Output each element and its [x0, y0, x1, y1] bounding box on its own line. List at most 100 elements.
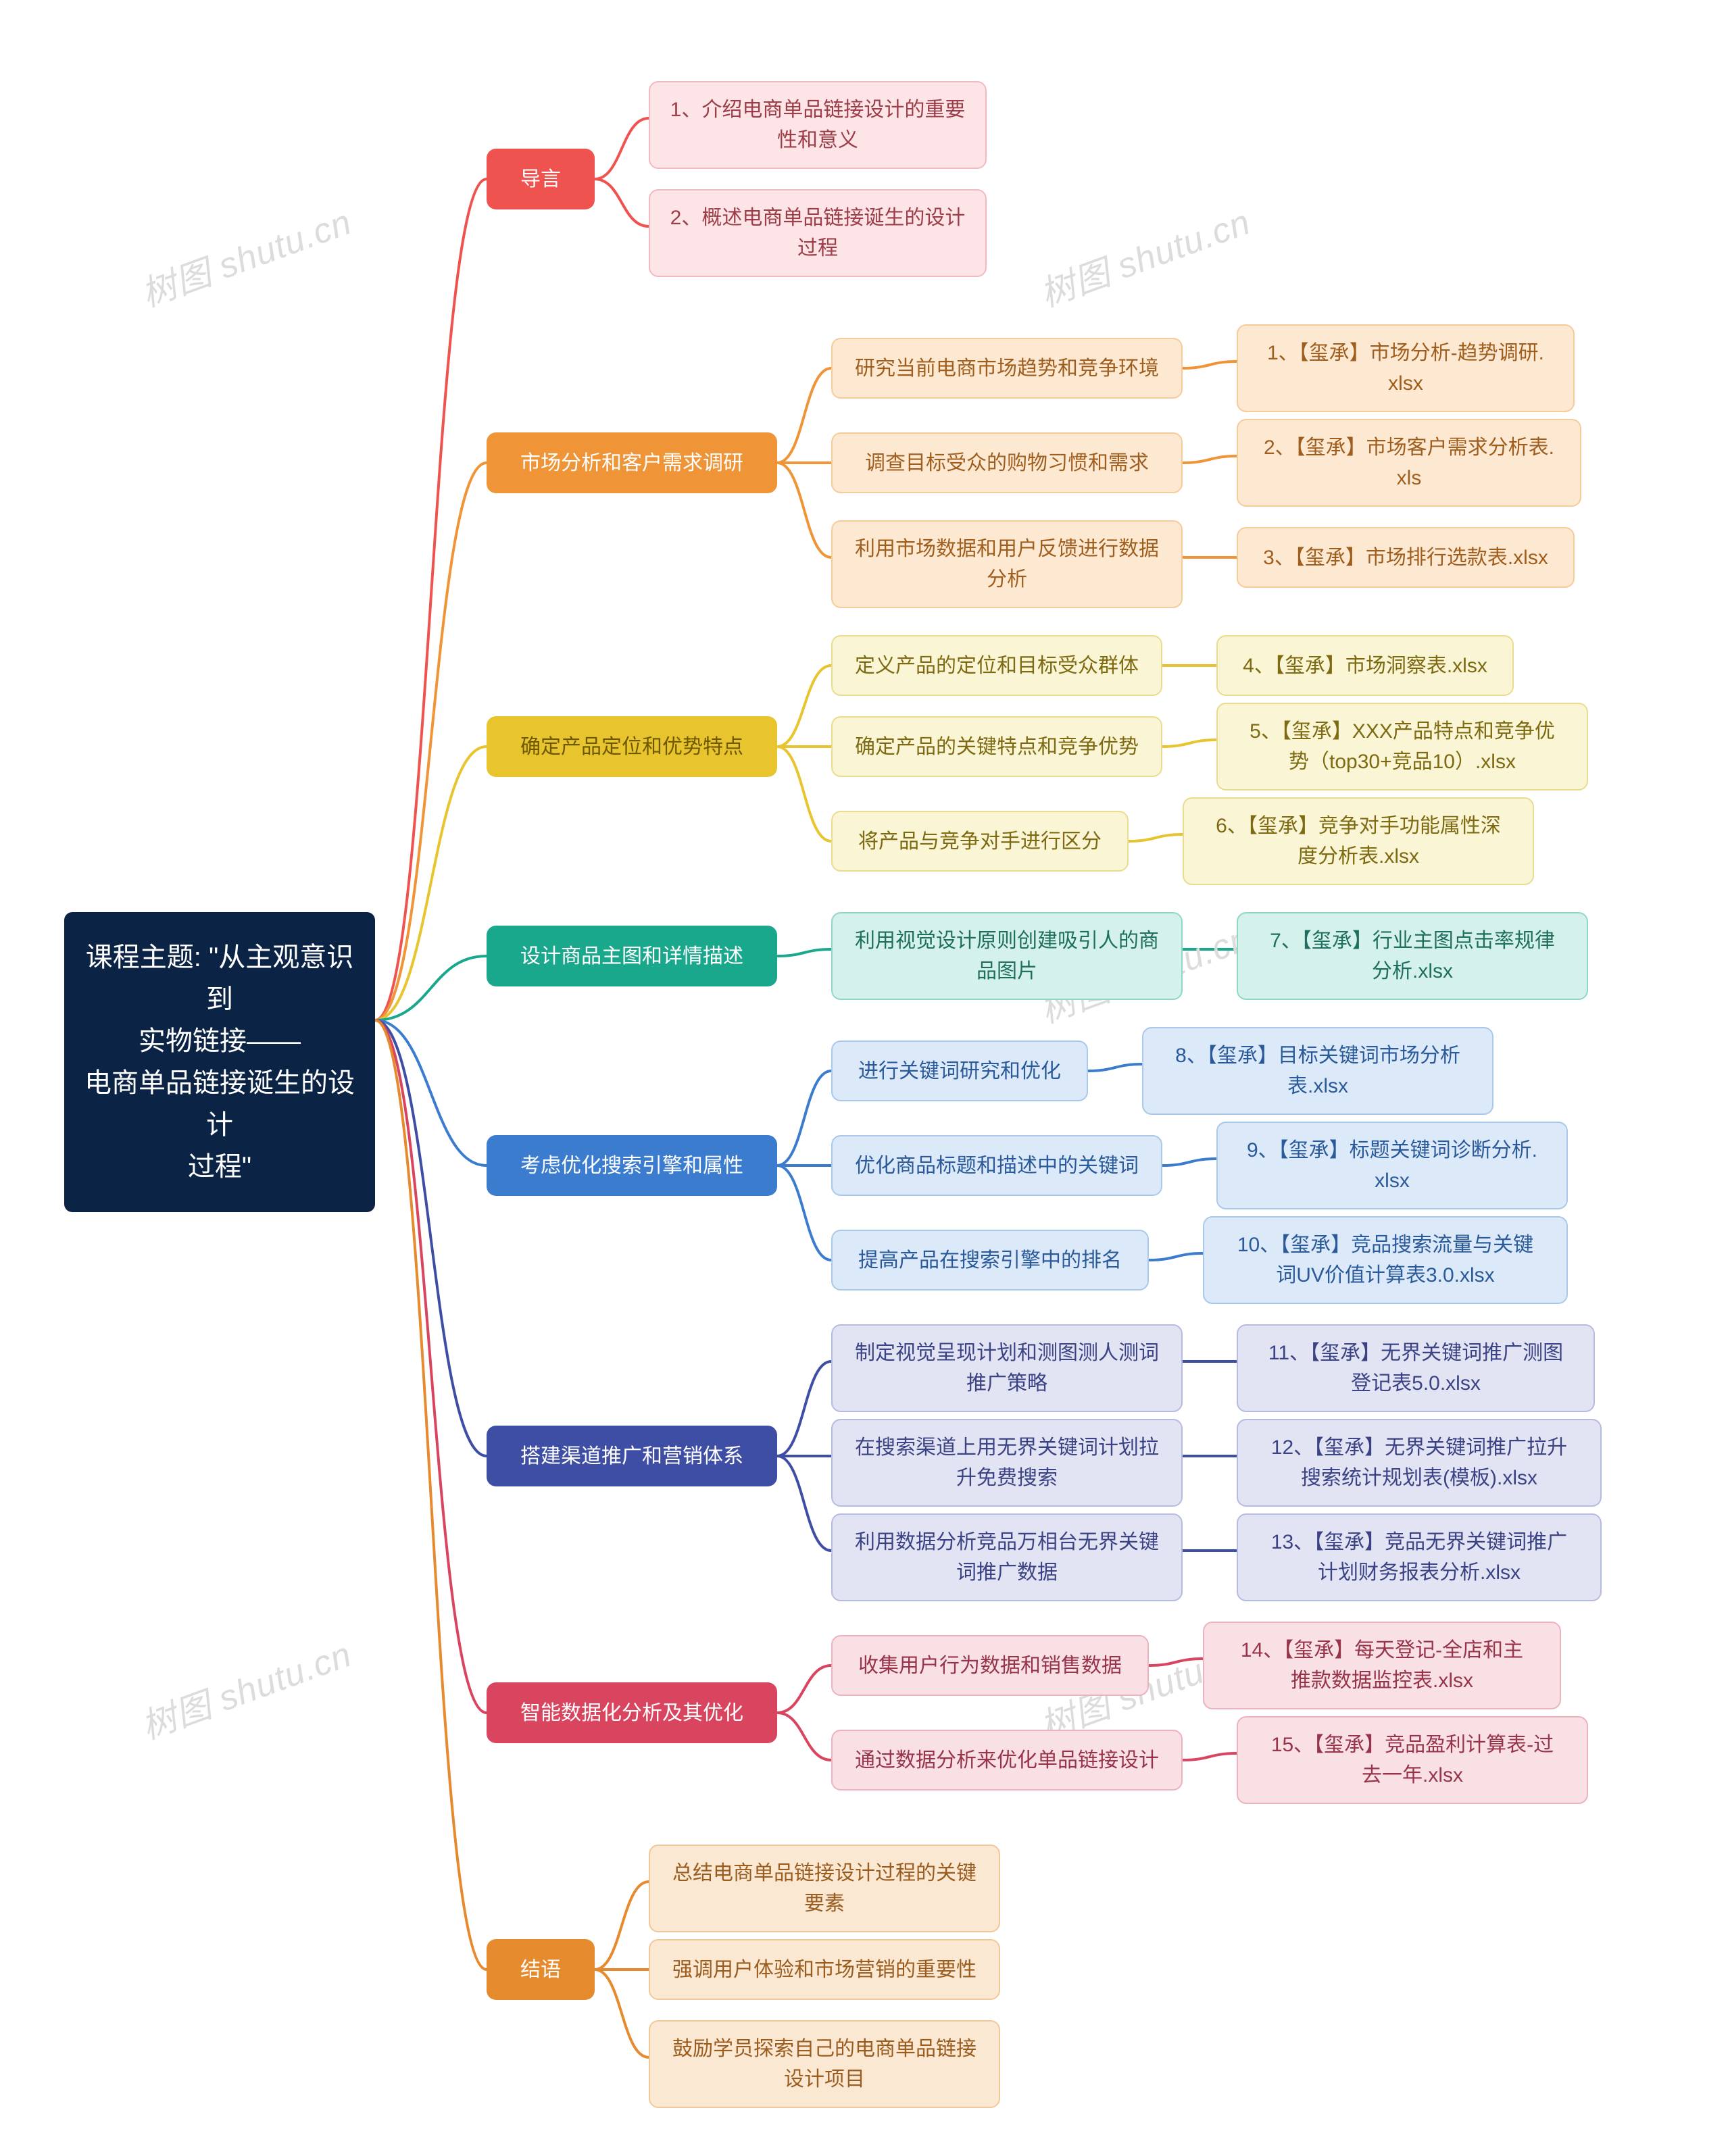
branch-b8-child-1-label: 强调用户体验和市场营销的重要性 — [672, 1955, 977, 1985]
connector — [777, 666, 831, 747]
connector — [1149, 1253, 1203, 1260]
branch-b3-child-2-label: 将产品与竞争对手进行区分 — [858, 826, 1102, 857]
branch-b5[interactable]: 考虑优化搜索引擎和属性 — [487, 1135, 777, 1196]
branch-b6-child-2[interactable]: 利用数据分析竞品万相台无界关键 词推广数据 — [831, 1513, 1183, 1601]
connector — [375, 747, 487, 1020]
branch-b8-child-0-label: 总结电商单品链接设计过程的关键 要素 — [672, 1858, 977, 1919]
branch-b5-child-0-label: 进行关键词研究和优化 — [858, 1056, 1061, 1086]
connector — [375, 179, 487, 1020]
connector — [777, 1361, 831, 1456]
branch-b5-label: 考虑优化搜索引擎和属性 — [520, 1151, 743, 1181]
connector — [595, 1882, 649, 1970]
branch-b8[interactable]: 结语 — [487, 1939, 595, 2000]
branch-b6-child-1[interactable]: 在搜索渠道上用无界关键词计划拉 升免费搜索 — [831, 1419, 1183, 1507]
branch-b5-leaf-0[interactable]: 8、【玺承】目标关键词市场分析 表.xlsx — [1142, 1027, 1493, 1115]
branch-b8-child-2[interactable]: 鼓励学员探索自己的电商单品链接 设计项目 — [649, 2020, 1000, 2108]
branch-b3-leaf-0[interactable]: 4、【玺承】市场洞察表.xlsx — [1216, 635, 1514, 696]
branch-b6[interactable]: 搭建渠道推广和营销体系 — [487, 1426, 777, 1486]
branch-b6-leaf-1[interactable]: 12、【玺承】无界关键词推广拉升 搜索统计规划表(模板).xlsx — [1237, 1419, 1602, 1507]
branch-b5-leaf-2-label: 10、【玺承】竞品搜索流量与关键 词UV价值计算表3.0.xlsx — [1237, 1230, 1533, 1290]
branch-b3-child-0[interactable]: 定义产品的定位和目标受众群体 — [831, 635, 1162, 696]
connector — [1162, 740, 1216, 747]
branch-b6-leaf-0[interactable]: 11、【玺承】无界关键词推广测图 登记表5.0.xlsx — [1237, 1324, 1595, 1412]
connector — [375, 463, 487, 1020]
branch-b6-leaf-1-label: 12、【玺承】无界关键词推广拉升 搜索统计规划表(模板).xlsx — [1271, 1432, 1567, 1493]
watermark: 树图 shutu.cn — [1032, 194, 1256, 317]
watermark: 树图 shutu.cn — [133, 194, 357, 317]
connector — [375, 1020, 487, 1970]
branch-b2[interactable]: 市场分析和客户需求调研 — [487, 432, 777, 493]
branch-b3-child-1-label: 确定产品的关键特点和竞争优势 — [855, 732, 1139, 762]
connector — [1183, 456, 1237, 463]
branch-b5-child-1-label: 优化商品标题和描述中的关键词 — [855, 1151, 1139, 1181]
branch-b5-child-2[interactable]: 提高产品在搜索引擎中的排名 — [831, 1230, 1149, 1290]
branch-b6-label: 搭建渠道推广和营销体系 — [520, 1441, 743, 1472]
branch-b6-leaf-0-label: 11、【玺承】无界关键词推广测图 登记表5.0.xlsx — [1268, 1338, 1563, 1399]
branch-b7-child-1[interactable]: 通过数据分析来优化单品链接设计 — [831, 1730, 1183, 1790]
branch-b2-leaf-0[interactable]: 1、【玺承】市场分析-趋势调研. xlsx — [1237, 324, 1575, 412]
connector — [375, 1020, 487, 1456]
connector — [777, 1456, 831, 1551]
branch-b6-child-2-label: 利用数据分析竞品万相台无界关键 词推广数据 — [855, 1527, 1159, 1588]
root-node[interactable]: 课程主题: "从主观意识到 实物链接—— 电商单品链接诞生的设计 过程" — [64, 912, 375, 1212]
branch-b2-child-1[interactable]: 调查目标受众的购物习惯和需求 — [831, 432, 1183, 493]
branch-b5-leaf-1[interactable]: 9、【玺承】标题关键词诊断分析. xlsx — [1216, 1122, 1568, 1209]
branch-b2-label: 市场分析和客户需求调研 — [520, 448, 743, 478]
branch-b7-leaf-0[interactable]: 14、【玺承】每天登记-全店和主 推款数据监控表.xlsx — [1203, 1622, 1561, 1709]
root-node-label: 课程主题: "从主观意识到 实物链接—— 电商单品链接诞生的设计 过程" — [84, 936, 355, 1188]
branch-b5-leaf-1-label: 9、【玺承】标题关键词诊断分析. xlsx — [1247, 1135, 1537, 1196]
branch-b5-child-2-label: 提高产品在搜索引擎中的排名 — [858, 1245, 1122, 1276]
branch-b1-child-0[interactable]: 1、介绍电商单品链接设计的重要 性和意义 — [649, 81, 987, 169]
branch-b3-child-0-label: 定义产品的定位和目标受众群体 — [855, 651, 1139, 681]
branch-b1[interactable]: 导言 — [487, 149, 595, 209]
branch-b7-child-1-label: 通过数据分析来优化单品链接设计 — [855, 1745, 1159, 1776]
branch-b6-child-1-label: 在搜索渠道上用无界关键词计划拉 升免费搜索 — [855, 1432, 1159, 1493]
branch-b7-leaf-0-label: 14、【玺承】每天登记-全店和主 推款数据监控表.xlsx — [1241, 1635, 1523, 1696]
branch-b7-label: 智能数据化分析及其优化 — [520, 1698, 743, 1728]
branch-b4[interactable]: 设计商品主图和详情描述 — [487, 926, 777, 986]
branch-b2-child-1-label: 调查目标受众的购物习惯和需求 — [865, 448, 1149, 478]
branch-b8-child-0[interactable]: 总结电商单品链接设计过程的关键 要素 — [649, 1845, 1000, 1932]
branch-b7-leaf-1-label: 15、【玺承】竞品盈利计算表-过 去一年.xlsx — [1271, 1730, 1554, 1790]
branch-b8-label: 结语 — [520, 1955, 561, 1985]
branch-b6-child-0[interactable]: 制定视觉呈现计划和测图测人测词 推广策略 — [831, 1324, 1183, 1412]
watermark: 树图 shutu.cn — [133, 1626, 357, 1749]
branch-b7[interactable]: 智能数据化分析及其优化 — [487, 1682, 777, 1743]
branch-b3-leaf-1[interactable]: 5、【玺承】XXX产品特点和竞争优 势（top30+竞品10）.xlsx — [1216, 703, 1588, 791]
branch-b2-child-2[interactable]: 利用市场数据和用户反馈进行数据 分析 — [831, 520, 1183, 608]
branch-b5-leaf-2[interactable]: 10、【玺承】竞品搜索流量与关键 词UV价值计算表3.0.xlsx — [1203, 1216, 1568, 1304]
branch-b4-leaf-0[interactable]: 7、【玺承】行业主图点击率规律 分析.xlsx — [1237, 912, 1588, 1000]
branch-b3-child-2[interactable]: 将产品与竞争对手进行区分 — [831, 811, 1129, 872]
branch-b2-leaf-1[interactable]: 2、【玺承】市场客户需求分析表. xls — [1237, 419, 1581, 507]
branch-b4-leaf-0-label: 7、【玺承】行业主图点击率规律 分析.xlsx — [1270, 926, 1555, 986]
connector — [777, 1165, 831, 1260]
branch-b1-child-1[interactable]: 2、概述电商单品链接诞生的设计 过程 — [649, 189, 987, 277]
branch-b3-leaf-2[interactable]: 6、【玺承】竞争对手功能属性深 度分析表.xlsx — [1183, 797, 1534, 885]
connector — [595, 118, 649, 179]
branch-b7-child-0-label: 收集用户行为数据和销售数据 — [858, 1651, 1122, 1681]
branch-b3-child-1[interactable]: 确定产品的关键特点和竞争优势 — [831, 716, 1162, 777]
connector — [1183, 1753, 1237, 1760]
branch-b2-leaf-1-label: 2、【玺承】市场客户需求分析表. xls — [1264, 432, 1554, 493]
branch-b2-child-0[interactable]: 研究当前电商市场趋势和竞争环境 — [831, 338, 1183, 399]
connector — [777, 747, 831, 841]
mindmap-canvas: 树图 shutu.cn树图 shutu.cn树图 shutu.cn树图 shut… — [0, 0, 1730, 2156]
connector — [1162, 1159, 1216, 1165]
branch-b7-leaf-1[interactable]: 15、【玺承】竞品盈利计算表-过 去一年.xlsx — [1237, 1716, 1588, 1804]
connector — [375, 1020, 487, 1165]
branch-b2-leaf-2-label: 3、【玺承】市场排行选款表.xlsx — [1263, 543, 1548, 573]
branch-b8-child-2-label: 鼓励学员探索自己的电商单品链接 设计项目 — [672, 2034, 977, 2095]
branch-b6-child-0-label: 制定视觉呈现计划和测图测人测词 推广策略 — [855, 1338, 1159, 1399]
connector — [375, 956, 487, 1020]
branch-b2-leaf-2[interactable]: 3、【玺承】市场排行选款表.xlsx — [1237, 527, 1575, 588]
connector — [1088, 1064, 1142, 1071]
branch-b5-child-1[interactable]: 优化商品标题和描述中的关键词 — [831, 1135, 1162, 1196]
branch-b4-child-0[interactable]: 利用视觉设计原则创建吸引人的商 品图片 — [831, 912, 1183, 1000]
branch-b8-child-1[interactable]: 强调用户体验和市场营销的重要性 — [649, 1939, 1000, 2000]
branch-b6-leaf-2-label: 13、【玺承】竞品无界关键词推广 计划财务报表分析.xlsx — [1271, 1527, 1567, 1588]
branch-b7-child-0[interactable]: 收集用户行为数据和销售数据 — [831, 1635, 1149, 1696]
branch-b6-leaf-2[interactable]: 13、【玺承】竞品无界关键词推广 计划财务报表分析.xlsx — [1237, 1513, 1602, 1601]
branch-b5-child-0[interactable]: 进行关键词研究和优化 — [831, 1041, 1088, 1101]
branch-b3[interactable]: 确定产品定位和优势特点 — [487, 716, 777, 777]
branch-b3-leaf-2-label: 6、【玺承】竞争对手功能属性深 度分析表.xlsx — [1216, 811, 1501, 872]
